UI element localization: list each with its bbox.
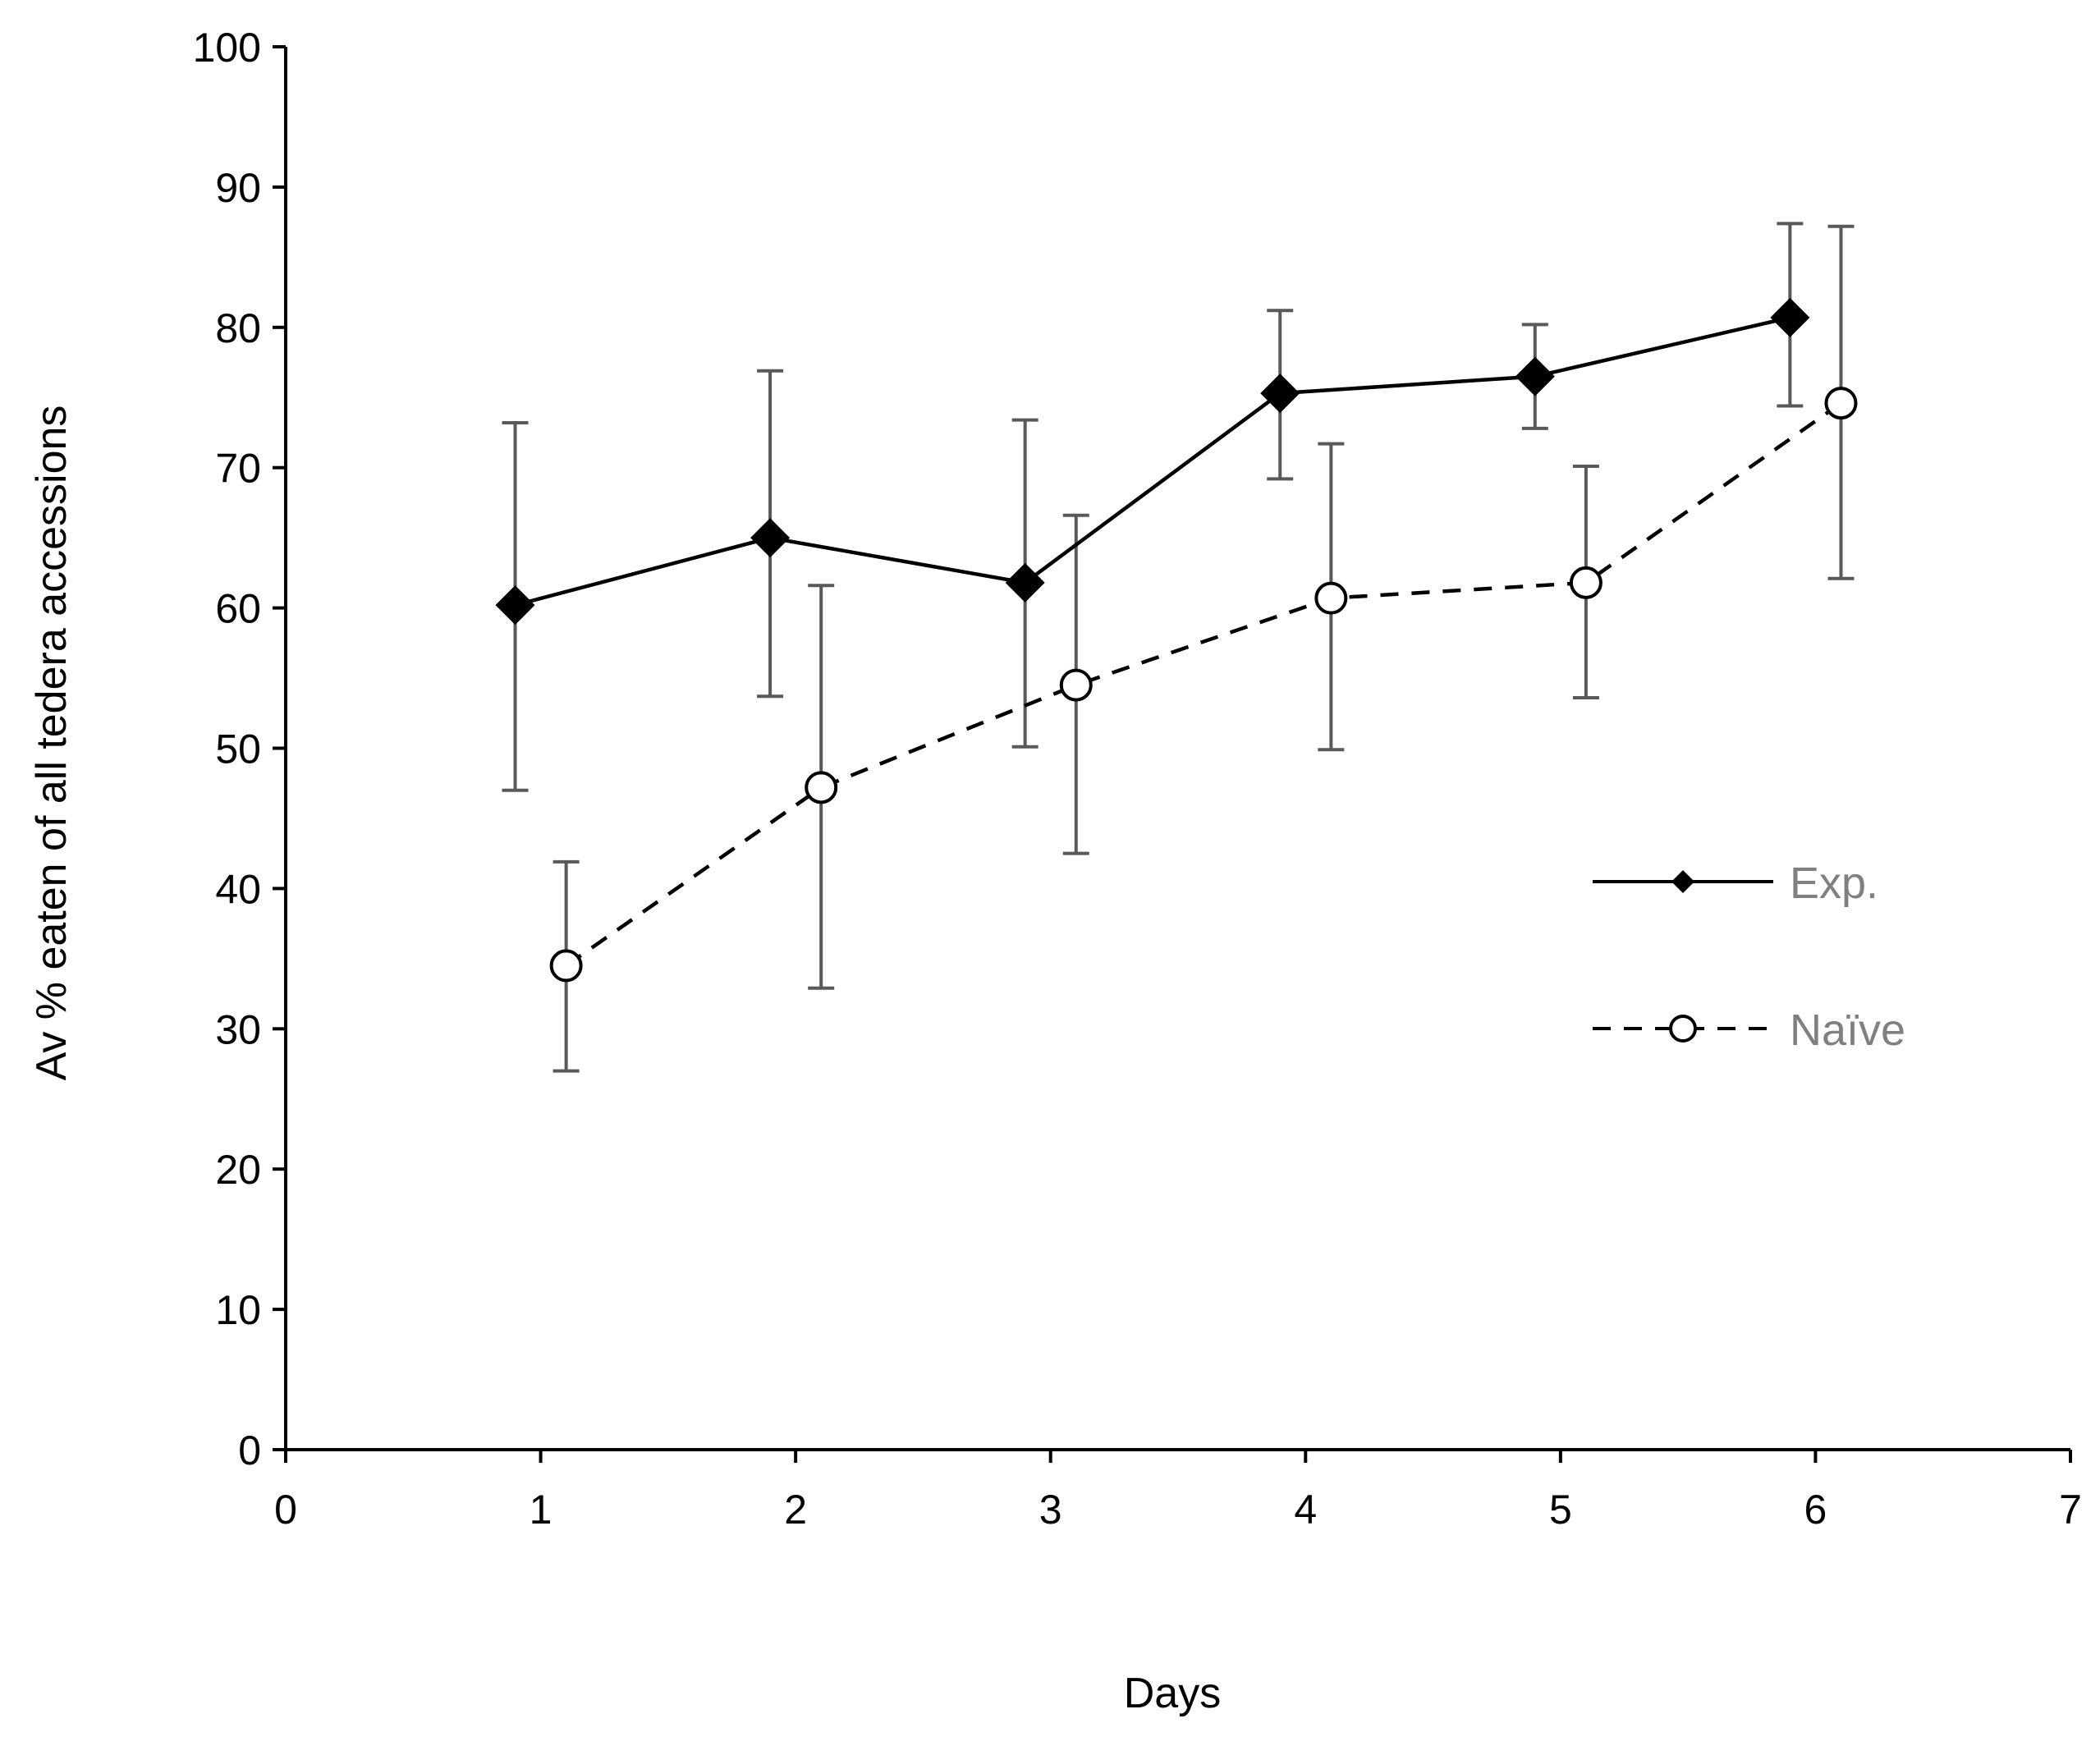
x-tick-label: 1: [530, 1487, 553, 1533]
y-tick-label: 20: [215, 1147, 261, 1193]
naive-data-point: [549, 949, 583, 983]
exp-data-point: [1005, 562, 1045, 603]
x-tick-label: 6: [1804, 1487, 1827, 1533]
exp-data-point: [495, 585, 535, 626]
y-tick-label: 60: [215, 586, 261, 632]
x-tick-label: 7: [2059, 1487, 2082, 1533]
x-tick-label: 5: [1549, 1487, 1572, 1533]
series: [495, 297, 1858, 983]
y-tick-label: 50: [215, 726, 261, 772]
naive-series-line: [565, 401, 1842, 968]
axes: [284, 47, 2070, 1451]
y-tick-label: 70: [215, 446, 261, 492]
x-tick-label: 3: [1039, 1487, 1062, 1533]
naive-data-point: [1059, 668, 1093, 702]
naive-data-point: [805, 771, 838, 804]
legend-naive-marker: [1669, 1015, 1697, 1043]
naive-data-point: [1824, 387, 1858, 420]
legend-naive-label: Naïve: [1790, 1006, 1905, 1055]
y-tick-label: 30: [215, 1006, 261, 1052]
ticks: 0 10 20 30 40 50 60 70 80 90 100 0 1 2 3 4 5 6 7: [193, 25, 2082, 1533]
naive-data-point: [1314, 581, 1348, 615]
y-tick-label: 80: [215, 305, 261, 351]
y-tick-label: 0: [238, 1428, 261, 1473]
x-tick-label: 4: [1294, 1487, 1317, 1533]
exp-data-point: [1515, 356, 1555, 396]
legend: Exp. Naïve: [1593, 859, 1905, 1055]
exp-data-point: [1770, 297, 1810, 337]
y-tick-label: 100: [193, 25, 261, 71]
exp-series-line: [514, 315, 1791, 607]
naive-data-point: [1569, 566, 1603, 599]
x-tick-label: 0: [274, 1487, 297, 1533]
x-axis-title: Days: [1124, 1670, 1221, 1717]
y-axis-title: Av % eaten of all tedera accessions: [28, 406, 76, 1081]
y-tick-label: 90: [215, 165, 261, 211]
legend-exp-marker: [1671, 870, 1694, 893]
x-tick-label: 2: [784, 1487, 807, 1533]
y-tick-label: 40: [215, 866, 261, 912]
y-tick-label: 10: [215, 1287, 261, 1333]
exp-data-point: [1260, 373, 1300, 414]
legend-exp-label: Exp.: [1790, 859, 1878, 908]
exp-data-point: [750, 518, 791, 558]
